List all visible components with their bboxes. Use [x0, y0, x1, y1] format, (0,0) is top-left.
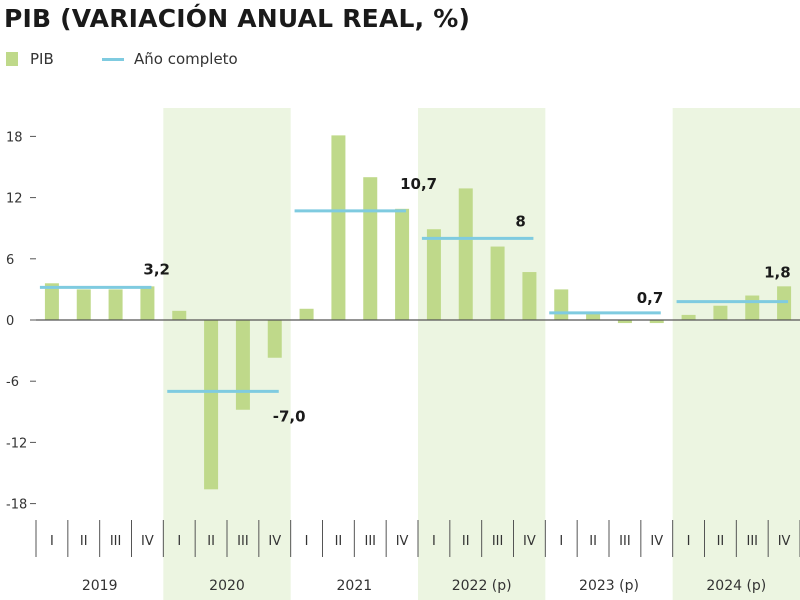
- annual-value-label-2022: 8: [515, 212, 525, 230]
- bar-2021-q2: [331, 135, 346, 320]
- year-band-2022p: [418, 108, 546, 600]
- quarter-label: IV: [141, 534, 154, 549]
- quarter-label: III: [364, 534, 376, 549]
- bar-2023-q1: [554, 289, 569, 320]
- quarter-label: III: [110, 534, 122, 549]
- y-tick-label: 0: [6, 314, 14, 329]
- year-label: 2024 (p): [706, 578, 766, 594]
- quarter-label: I: [50, 534, 54, 549]
- quarter-label: IV: [268, 534, 281, 549]
- bar-2022-q3: [490, 246, 505, 320]
- quarter-label: III: [492, 534, 504, 549]
- quarter-label: IV: [523, 534, 536, 549]
- legend-line-swatch: [102, 58, 124, 61]
- quarter-label: II: [717, 534, 725, 549]
- y-tick-label: -12: [6, 436, 27, 451]
- quarter-label: I: [687, 534, 691, 549]
- bar-2024-q4: [777, 286, 792, 320]
- quarter-label: I: [559, 534, 563, 549]
- bar-2019-q1: [44, 283, 59, 320]
- bar-2023-q3: [617, 320, 632, 324]
- y-tick-label: 18: [6, 130, 23, 145]
- annual-value-label-2021: 10,7: [400, 175, 437, 193]
- legend-bar-swatch: [6, 52, 18, 66]
- year-label: 2019: [82, 578, 118, 594]
- y-tick-label: 6: [6, 253, 14, 268]
- year-label: 2023 (p): [579, 578, 639, 594]
- y-tick-label: -18: [6, 498, 27, 513]
- annual-value-label-2024: 1,8: [764, 264, 791, 282]
- quarter-label: II: [207, 534, 215, 549]
- quarter-label: III: [619, 534, 631, 549]
- bar-2023-q2: [586, 313, 601, 320]
- quarter-label: IV: [778, 534, 791, 549]
- bar-2024-q3: [745, 295, 760, 320]
- quarter-label: I: [432, 534, 436, 549]
- quarter-label: IV: [396, 534, 409, 549]
- bar-2019-q4: [140, 286, 155, 320]
- bar-2021-q3: [363, 177, 378, 320]
- annual-value-label-2023: 0,7: [637, 289, 664, 307]
- quarter-label: II: [80, 534, 88, 549]
- quarter-label: IV: [650, 534, 663, 549]
- quarter-label: II: [462, 534, 470, 549]
- bar-2019-q2: [76, 289, 91, 320]
- bar-2021-q4: [395, 208, 410, 320]
- legend-label-pib: PIB: [30, 50, 54, 68]
- year-band-2024p: [672, 108, 800, 600]
- bar-2024-q1: [681, 314, 696, 320]
- bar-2024-q2: [713, 305, 728, 320]
- legend-label-annual: Año completo: [134, 50, 238, 68]
- quarter-label: III: [237, 534, 249, 549]
- year-label: 2020: [209, 578, 245, 594]
- bar-2020-q3: [235, 320, 250, 410]
- y-tick-label: 12: [6, 192, 23, 207]
- bar-2020-q1: [172, 310, 187, 320]
- y-tick-label: -6: [6, 375, 19, 390]
- quarter-label: II: [589, 534, 597, 549]
- bar-2022-q2: [458, 188, 473, 320]
- bar-2021-q1: [299, 308, 314, 320]
- bar-2020-q4: [267, 320, 282, 358]
- bar-2023-q4: [649, 320, 664, 324]
- bar-2022-q4: [522, 272, 537, 320]
- annual-value-label-2020: -7,0: [273, 407, 306, 425]
- quarter-label: I: [305, 534, 309, 549]
- bar-2019-q3: [108, 289, 123, 320]
- chart-title: PIB (VARIACIÓN ANUAL REAL, %): [4, 4, 471, 33]
- bar-2020-q2: [204, 320, 219, 490]
- annual-value-label-2019: 3,2: [143, 260, 170, 278]
- quarter-label: III: [746, 534, 758, 549]
- quarter-label: II: [335, 534, 343, 549]
- year-label: 2021: [337, 578, 373, 594]
- quarter-label: I: [177, 534, 181, 549]
- bar-2022-q1: [426, 229, 441, 320]
- year-label: 2022 (p): [452, 578, 512, 594]
